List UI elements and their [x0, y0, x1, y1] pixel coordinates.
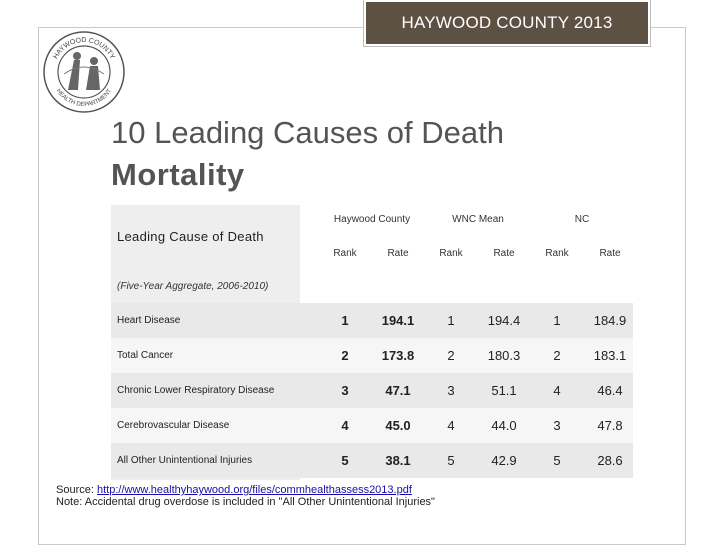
cause-cell: Heart Disease	[117, 315, 180, 326]
haywood-rate-cell: 173.8	[373, 348, 423, 363]
cause-cell: Total Cancer	[117, 350, 173, 361]
group-header-haywood: Haywood County	[320, 214, 424, 225]
nc-rate-cell: 46.4	[585, 383, 635, 398]
wnc-rank-cell: 3	[426, 383, 476, 398]
haywood-rank-cell: 1	[320, 313, 370, 328]
nc-rate-cell: 183.1	[585, 348, 635, 363]
haywood-rate-cell: 38.1	[373, 453, 423, 468]
col-header-haywood-rank: Rank	[320, 248, 370, 259]
nc-rank-cell: 3	[532, 418, 582, 433]
group-header-nc: NC	[530, 214, 634, 225]
wnc-rate-cell: 180.3	[479, 348, 529, 363]
wnc-rate-cell: 42.9	[479, 453, 529, 468]
col-header-nc-rank: Rank	[532, 248, 582, 259]
health-department-logo: HAYWOOD COUNTY HEALTH DEPARTMENT	[42, 30, 126, 114]
nc-rank-cell: 4	[532, 383, 582, 398]
source-label: Source:	[56, 484, 94, 496]
haywood-rate-cell: 47.1	[373, 383, 423, 398]
footer-note: Note: Accidental drug overdose is includ…	[56, 496, 435, 508]
wnc-rate-cell: 44.0	[479, 418, 529, 433]
slide-title: 10 Leading Causes of Death	[111, 115, 504, 151]
aggregate-note: (Five-Year Aggregate, 2006-2010)	[117, 281, 268, 292]
col-header-nc-rate: Rate	[585, 248, 635, 259]
nc-rank-cell: 2	[532, 348, 582, 363]
header-banner-text: HAYWOOD COUNTY 2013	[402, 13, 613, 33]
nc-rate-cell: 47.8	[585, 418, 635, 433]
wnc-rate-cell: 51.1	[479, 383, 529, 398]
footer: Source: http://www.healthyhaywood.org/fi…	[56, 484, 435, 508]
haywood-rank-cell: 2	[320, 348, 370, 363]
wnc-rank-cell: 2	[426, 348, 476, 363]
haywood-rate-cell: 194.1	[373, 313, 423, 328]
col-header-haywood-rate: Rate	[373, 248, 423, 259]
nc-rank-cell: 1	[532, 313, 582, 328]
haywood-rank-cell: 5	[320, 453, 370, 468]
cause-cell: Chronic Lower Respiratory Disease	[117, 385, 274, 396]
wnc-rank-cell: 4	[426, 418, 476, 433]
slide-subtitle: Mortality	[111, 157, 245, 193]
col-header-wnc-rate: Rate	[479, 248, 529, 259]
cause-cell: Cerebrovascular Disease	[117, 420, 229, 431]
svg-text:HAYWOOD COUNTY: HAYWOOD COUNTY	[52, 37, 115, 61]
haywood-rank-cell: 4	[320, 418, 370, 433]
nc-rank-cell: 5	[532, 453, 582, 468]
nc-rate-cell: 28.6	[585, 453, 635, 468]
cause-cell: All Other Unintentional Injuries	[117, 455, 252, 466]
wnc-rate-cell: 194.4	[479, 313, 529, 328]
row-header-label: Leading Cause of Death	[117, 229, 264, 244]
header-banner: HAYWOOD COUNTY 2013	[364, 0, 650, 46]
nc-rate-cell: 184.9	[585, 313, 635, 328]
wnc-rank-cell: 5	[426, 453, 476, 468]
haywood-rate-cell: 45.0	[373, 418, 423, 433]
logo-text-top: HAYWOOD COUNTY	[52, 37, 115, 61]
col-header-wnc-rank: Rank	[426, 248, 476, 259]
group-header-wnc: WNC Mean	[426, 214, 530, 225]
source-link[interactable]: http://www.healthyhaywood.org/files/comm…	[97, 484, 412, 496]
wnc-rank-cell: 1	[426, 313, 476, 328]
haywood-rank-cell: 3	[320, 383, 370, 398]
